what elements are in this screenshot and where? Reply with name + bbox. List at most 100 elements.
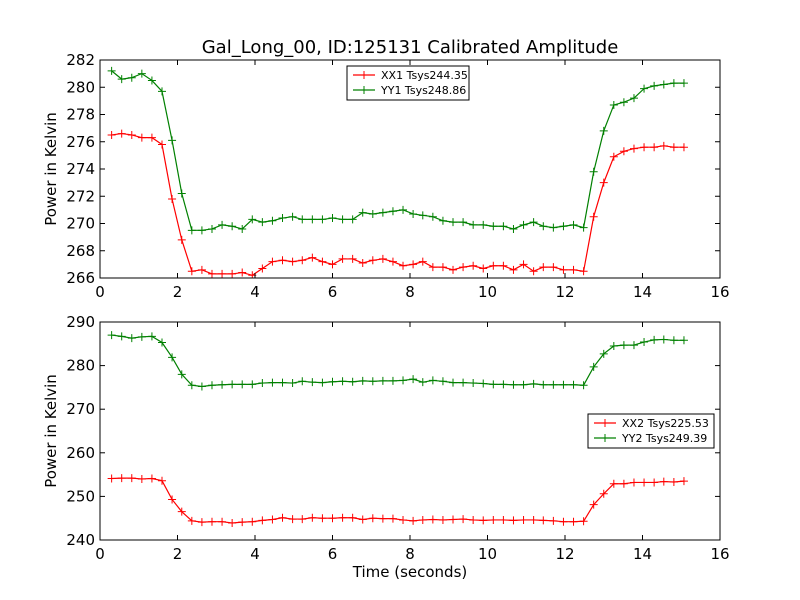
data-point-marker (268, 216, 277, 225)
data-point-marker (258, 218, 267, 227)
data-point-marker (579, 517, 588, 526)
data-point-marker (529, 515, 538, 524)
data-point-marker (168, 495, 177, 504)
data-point-marker (579, 267, 588, 276)
legend-entry-label: XX1 Tsys244.35 (381, 69, 468, 82)
data-point-marker (640, 338, 649, 347)
data-point-marker (308, 215, 317, 224)
data-point-marker (117, 332, 126, 341)
y-axis-label: Power in Kelvin (42, 112, 60, 226)
x-tick-label: 10 (478, 545, 497, 563)
data-point-marker (197, 265, 206, 274)
data-point-marker (308, 513, 317, 522)
data-point-marker (509, 265, 518, 274)
data-point-marker (509, 380, 518, 389)
data-point-marker (409, 260, 418, 269)
x-tick-label: 16 (710, 283, 729, 301)
data-point-marker (207, 381, 216, 390)
data-point-marker (197, 518, 206, 527)
data-point-marker (358, 259, 367, 268)
x-tick-label: 14 (633, 283, 652, 301)
data-point-marker (328, 260, 337, 269)
data-point-marker (117, 75, 126, 84)
data-point-marker (519, 380, 528, 389)
data-point-marker (288, 515, 297, 524)
data-point-marker (218, 380, 227, 389)
data-point-marker (177, 189, 186, 198)
y-tick-label: 268 (66, 242, 95, 260)
data-point-marker (469, 220, 478, 229)
data-point-marker (679, 336, 688, 345)
data-point-marker (248, 380, 257, 389)
plot-area (107, 331, 688, 527)
y-tick-label: 270 (66, 215, 95, 233)
data-point-marker (338, 377, 347, 386)
data-point-marker (609, 479, 618, 488)
data-point-marker (539, 380, 548, 389)
data-point-marker (479, 379, 488, 388)
data-point-marker (238, 268, 247, 277)
data-point-marker (358, 515, 367, 524)
data-point-marker (158, 140, 166, 149)
data-point-marker (669, 79, 678, 88)
data-point-marker (158, 87, 166, 96)
data-point-marker (428, 263, 437, 272)
data-point-marker (629, 478, 638, 487)
data-point-marker (248, 517, 257, 526)
data-point-marker (207, 224, 216, 233)
figure-title: Gal_Long_00, ID:125131 Calibrated Amplit… (202, 37, 619, 58)
data-point-marker (599, 178, 608, 187)
data-point-marker (117, 129, 126, 138)
data-point-marker (358, 208, 367, 217)
data-point-marker (539, 516, 548, 525)
x-tick-label: 10 (478, 283, 497, 301)
data-point-marker (539, 222, 548, 231)
data-point-marker (187, 516, 196, 525)
data-point-marker (137, 332, 146, 341)
series-line-yy1 (111, 70, 684, 231)
data-point-marker (258, 379, 267, 388)
data-point-marker (187, 226, 196, 235)
data-point-marker (168, 194, 177, 203)
data-point-marker (489, 380, 498, 389)
data-point-marker (378, 254, 387, 263)
data-point-marker (238, 224, 247, 233)
x-tick-label: 12 (555, 545, 574, 563)
data-point-marker (107, 66, 116, 75)
data-point-marker (629, 144, 638, 153)
data-point-marker (338, 254, 347, 263)
data-point-marker (499, 222, 508, 231)
data-point-marker (438, 377, 447, 386)
data-point-marker (268, 515, 277, 524)
data-point-marker (599, 349, 608, 358)
data-point-marker (288, 257, 297, 266)
data-point-marker (228, 380, 237, 389)
data-point-marker (388, 207, 397, 216)
top-plot: 0 2 4 6 8 10 12 14 16 266 268 270 272 274 276 278 280 282… (42, 51, 730, 301)
data-point-marker (469, 261, 478, 270)
data-point-marker (298, 377, 307, 386)
data-point-marker (378, 514, 387, 523)
data-point-marker (278, 513, 287, 522)
data-point-marker (399, 515, 408, 524)
data-point-marker (428, 212, 437, 221)
y-tick-label: 240 (66, 531, 95, 549)
data-point-marker (659, 335, 668, 344)
data-point-marker (318, 257, 327, 266)
x-tick-label: 4 (250, 545, 260, 563)
data-point-marker (449, 378, 458, 387)
data-point-marker (509, 516, 518, 525)
y-tick-label: 278 (66, 106, 95, 124)
data-point-marker (218, 517, 227, 526)
data-point-marker (378, 376, 387, 385)
x-tick-label: 6 (328, 283, 338, 301)
data-point-marker (127, 474, 136, 483)
data-point-marker (519, 220, 528, 229)
data-point-marker (679, 143, 688, 152)
data-point-marker (207, 517, 216, 526)
data-point-marker (177, 235, 186, 244)
x-tick-label: 16 (710, 545, 729, 563)
data-point-marker (308, 378, 317, 387)
data-point-marker (298, 515, 307, 524)
legend-swatch-marker (360, 86, 368, 94)
